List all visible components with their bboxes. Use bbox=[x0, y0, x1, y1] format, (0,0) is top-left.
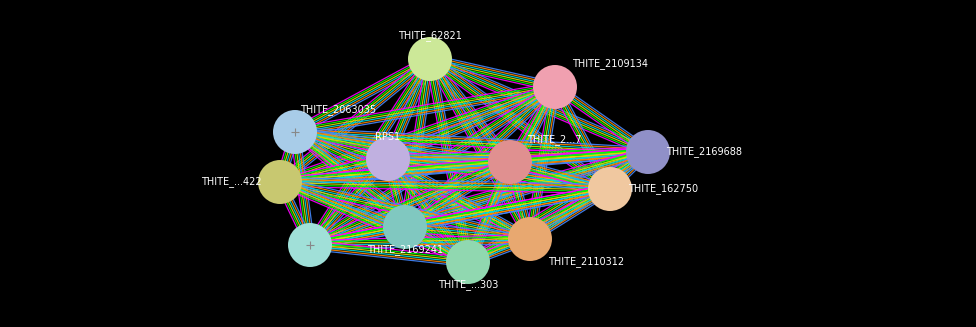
Circle shape bbox=[488, 140, 532, 184]
Circle shape bbox=[258, 160, 302, 204]
Circle shape bbox=[508, 217, 552, 261]
Circle shape bbox=[446, 240, 490, 284]
Text: THITE_...303: THITE_...303 bbox=[438, 279, 498, 290]
Circle shape bbox=[533, 65, 577, 109]
Text: THITE_2169688: THITE_2169688 bbox=[666, 146, 742, 158]
Text: THITE_...422: THITE_...422 bbox=[201, 177, 262, 187]
Circle shape bbox=[366, 137, 410, 181]
Text: RPS1: RPS1 bbox=[376, 132, 400, 142]
Text: THITE_2...7: THITE_2...7 bbox=[527, 134, 582, 145]
Text: THITE_2110312: THITE_2110312 bbox=[548, 256, 624, 267]
Circle shape bbox=[588, 167, 632, 211]
Text: THITE_2169241: THITE_2169241 bbox=[367, 244, 443, 255]
Circle shape bbox=[626, 130, 670, 174]
Text: THITE_2109134: THITE_2109134 bbox=[572, 58, 648, 69]
Circle shape bbox=[383, 205, 427, 249]
Circle shape bbox=[273, 110, 317, 154]
Circle shape bbox=[288, 223, 332, 267]
Circle shape bbox=[408, 37, 452, 81]
Text: THITE_62821: THITE_62821 bbox=[398, 30, 462, 41]
Text: THITE_162750: THITE_162750 bbox=[628, 183, 698, 195]
Text: THITE_2063035: THITE_2063035 bbox=[300, 104, 376, 115]
